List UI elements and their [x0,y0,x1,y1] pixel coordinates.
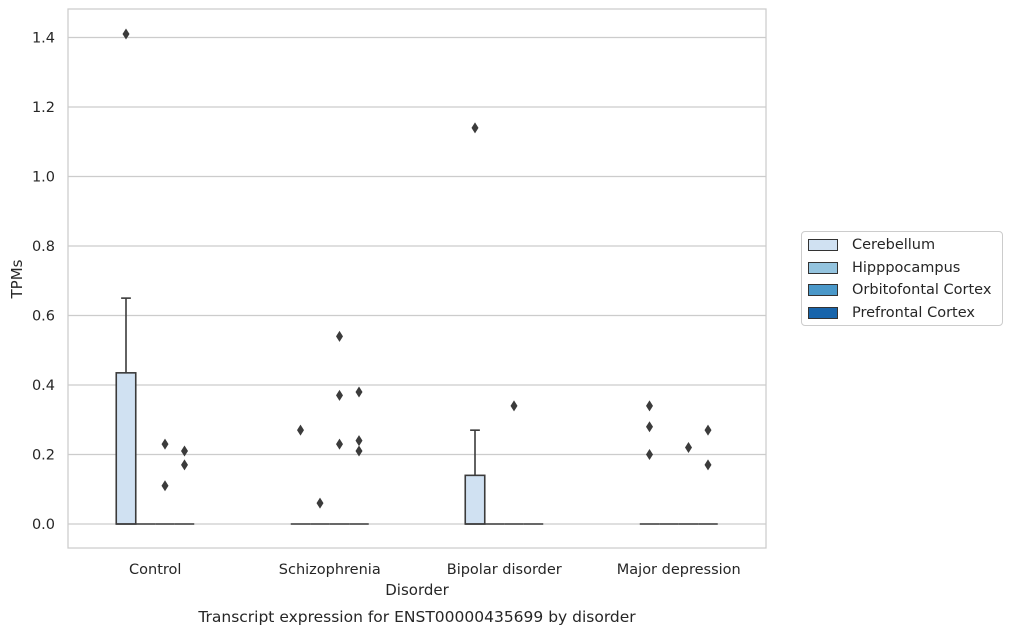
outlier-point [181,445,188,457]
x-tick-label: Major depression [617,562,741,578]
legend-item-hippocampus: Hipppocampus [808,258,960,278]
x-axis-label: Disorder [385,581,449,599]
figure-caption: Transcript expression for ENST0000043569… [197,608,636,626]
y-axis-label: TPMs [8,259,26,299]
y-tick-label: 0.2 [32,448,55,464]
y-tick-label: 1.2 [32,100,55,116]
outlier-point [685,442,692,454]
outlier-point [646,449,653,460]
outlier-point [704,424,712,436]
legend-swatch [808,284,838,296]
legend-label: Prefrontal Cortex [852,305,975,321]
legend-swatch [808,239,838,251]
y-axis-ticks: 0.0 0.2 0.4 0.6 0.8 1.0 1.2 1.4 [32,31,55,534]
outlier-point [336,330,343,342]
y-tick-label: 0.4 [32,378,55,394]
legend-swatch [808,307,838,319]
outlier-point [181,459,188,471]
outlier-point [646,400,653,412]
y-tick-label: 0.6 [32,309,55,325]
outlier-point [161,480,169,492]
outlier-point [471,122,479,134]
outlier-point [161,438,169,450]
x-tick-label: Control [129,562,181,578]
legend: Cerebellum Hipppocampus Orbitofontal Cor… [801,231,1003,326]
outlier-point [355,386,363,398]
legend-item-prefrontal-cortex: Prefrontal Cortex [808,303,975,323]
gridlines [68,36,766,525]
legend-item-cerebellum: Cerebellum [808,235,935,255]
legend-item-orbitofrontal-cortex: Orbitofontal Cortex [808,280,991,300]
y-tick-label: 0.0 [32,517,55,533]
plot-frame [67,8,767,549]
outliers [122,28,712,509]
box-body [464,474,486,525]
x-tick-label: Bipolar disorder [447,562,562,578]
legend-label: Cerebellum [852,237,936,253]
outlier-point [510,400,518,412]
outlier-point [355,445,363,457]
outlier-point [336,438,343,450]
outlier-point [122,28,130,40]
y-tick-label: 1.4 [32,31,55,47]
legend-swatch [808,262,838,274]
x-tick-label: Schizophrenia [279,562,381,578]
legend-label: Hipppocampus [852,260,961,276]
boxes [115,297,718,525]
outlier-point [646,421,653,433]
box-0-0 [115,297,137,525]
outlier-point [297,424,304,436]
outlier-point [336,389,343,401]
box-0-2 [464,429,486,525]
legend-label: Orbitofontal Cortex [852,282,992,298]
outlier-point [355,435,363,447]
y-tick-label: 1.0 [32,170,55,186]
outlier-point [704,459,712,471]
y-tick-label: 0.8 [32,239,55,255]
outlier-point [316,497,324,509]
box-body [115,372,137,525]
x-axis-ticks: Control Schizophrenia Bipolar disorder Majo… [129,562,741,578]
